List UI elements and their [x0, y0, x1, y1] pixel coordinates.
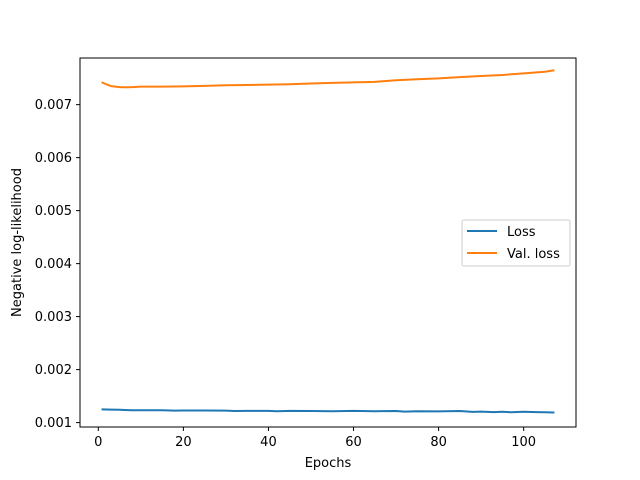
- plot-frame: [79, 57, 577, 428]
- legend-label-loss: Loss: [507, 225, 536, 240]
- series-line-val-loss: [101, 69, 555, 89]
- y-axis-ticks: 0.001 0.002 0.003 0.004 0.005 0.006 0.007: [35, 98, 80, 431]
- series-line-loss: [101, 408, 555, 414]
- y-tick-label: 0.005: [35, 204, 72, 219]
- x-tick-label: 80: [430, 435, 447, 450]
- y-tick-label: 0.001: [35, 416, 72, 431]
- x-axis-ticks: 0 20 40 60 80 100: [94, 427, 536, 450]
- y-tick-label: 0.006: [35, 151, 72, 166]
- x-tick-label: 60: [345, 435, 362, 450]
- y-axis-label: Negative log-likelihood: [10, 168, 25, 317]
- x-tick-label: 20: [175, 435, 192, 450]
- x-tick-label: 100: [511, 435, 536, 450]
- legend: Loss Val. loss: [461, 219, 571, 267]
- x-tick-label: 0: [94, 435, 102, 450]
- plot-series: [101, 69, 555, 414]
- y-tick-label: 0.003: [35, 310, 72, 325]
- y-tick-label: 0.002: [35, 363, 72, 378]
- legend-label-val-loss: Val. loss: [507, 247, 560, 262]
- x-tick-label: 40: [260, 435, 277, 450]
- x-axis-label: Epochs: [305, 456, 352, 471]
- y-tick-label: 0.007: [35, 98, 72, 113]
- y-tick-label: 0.004: [35, 257, 72, 272]
